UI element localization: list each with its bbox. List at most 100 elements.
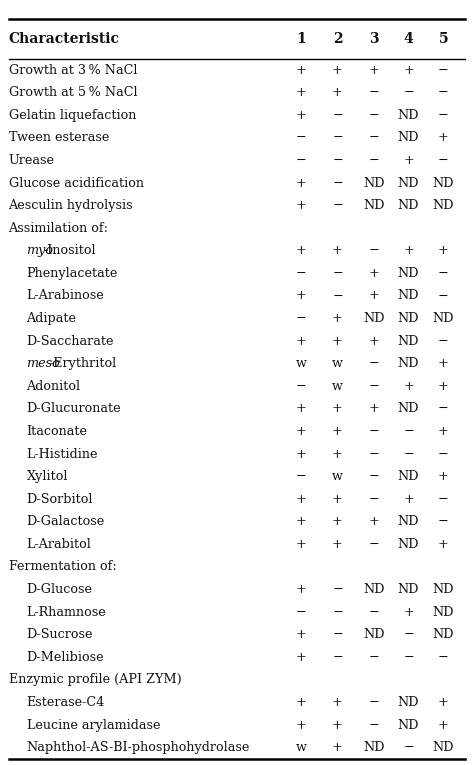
- Text: Leucine arylamidase: Leucine arylamidase: [27, 718, 160, 731]
- Text: Growth at 3 % NaCl: Growth at 3 % NaCl: [9, 63, 137, 76]
- Text: +: +: [438, 379, 448, 392]
- Text: +: +: [332, 312, 343, 325]
- Text: +: +: [403, 606, 414, 619]
- Text: +: +: [296, 63, 306, 76]
- Text: +: +: [438, 425, 448, 438]
- Text: −: −: [438, 402, 448, 415]
- Text: myo: myo: [27, 244, 54, 257]
- Text: −: −: [369, 718, 379, 731]
- Text: +: +: [438, 357, 448, 370]
- Text: −: −: [332, 289, 343, 302]
- Text: 4: 4: [404, 32, 413, 46]
- Text: −: −: [369, 425, 379, 438]
- Text: −: −: [438, 651, 448, 664]
- Text: −: −: [296, 312, 306, 325]
- Text: +: +: [369, 334, 379, 347]
- Text: ND: ND: [432, 583, 454, 596]
- Text: −: −: [438, 154, 448, 167]
- Text: w: w: [332, 379, 343, 392]
- Text: ND: ND: [398, 334, 419, 347]
- Text: −: −: [438, 267, 448, 280]
- Text: Fermentation of:: Fermentation of:: [9, 561, 116, 574]
- Text: ND: ND: [398, 312, 419, 325]
- Text: D-Galactose: D-Galactose: [27, 516, 105, 529]
- Text: +: +: [296, 199, 306, 212]
- Text: +: +: [296, 538, 306, 551]
- Text: D-Melibiose: D-Melibiose: [27, 651, 104, 664]
- Text: Enzymic profile (API ZYM): Enzymic profile (API ZYM): [9, 673, 181, 686]
- Text: Naphthol-AS-BI-phosphohydrolase: Naphthol-AS-BI-phosphohydrolase: [27, 741, 250, 754]
- Text: +: +: [296, 109, 306, 122]
- Text: +: +: [438, 132, 448, 145]
- Text: +: +: [296, 86, 306, 99]
- Text: −: −: [369, 696, 379, 709]
- Text: +: +: [332, 493, 343, 506]
- Text: −: −: [438, 493, 448, 506]
- Text: −: −: [438, 334, 448, 347]
- Text: +: +: [332, 86, 343, 99]
- Text: ND: ND: [398, 132, 419, 145]
- Text: ND: ND: [363, 741, 385, 754]
- Text: +: +: [438, 244, 448, 257]
- Text: Growth at 5 % NaCl: Growth at 5 % NaCl: [9, 86, 137, 99]
- Text: Phenylacetate: Phenylacetate: [27, 267, 118, 280]
- Text: −: −: [332, 132, 343, 145]
- Text: −: −: [332, 154, 343, 167]
- Text: +: +: [332, 63, 343, 76]
- Text: −: −: [296, 470, 306, 483]
- Text: +: +: [438, 718, 448, 731]
- Text: L-Histidine: L-Histidine: [27, 448, 98, 461]
- Text: +: +: [332, 696, 343, 709]
- Text: −: −: [369, 470, 379, 483]
- Text: +: +: [296, 651, 306, 664]
- Text: D-Saccharate: D-Saccharate: [27, 334, 114, 347]
- Text: +: +: [369, 63, 379, 76]
- Text: −: −: [296, 267, 306, 280]
- Text: −: −: [296, 379, 306, 392]
- Text: −: −: [438, 448, 448, 461]
- Text: ND: ND: [398, 357, 419, 370]
- Text: Itaconate: Itaconate: [27, 425, 88, 438]
- Text: ND: ND: [398, 583, 419, 596]
- Text: ND: ND: [398, 289, 419, 302]
- Text: −: −: [369, 357, 379, 370]
- Text: −: −: [369, 244, 379, 257]
- Text: +: +: [296, 493, 306, 506]
- Text: ND: ND: [432, 628, 454, 641]
- Text: +: +: [332, 402, 343, 415]
- Text: −: −: [403, 448, 414, 461]
- Text: −: −: [369, 379, 379, 392]
- Text: −: −: [403, 741, 414, 754]
- Text: −: −: [369, 86, 379, 99]
- Text: ND: ND: [432, 177, 454, 190]
- Text: −: −: [332, 583, 343, 596]
- Text: +: +: [332, 425, 343, 438]
- Text: +: +: [332, 516, 343, 529]
- Text: Adonitol: Adonitol: [27, 379, 81, 392]
- Text: L-Arabitol: L-Arabitol: [27, 538, 91, 551]
- Text: 2: 2: [333, 32, 342, 46]
- Text: Esterase-C4: Esterase-C4: [27, 696, 105, 709]
- Text: +: +: [296, 334, 306, 347]
- Text: +: +: [332, 538, 343, 551]
- Text: ND: ND: [398, 109, 419, 122]
- Text: L-Rhamnose: L-Rhamnose: [27, 606, 106, 619]
- Text: +: +: [296, 516, 306, 529]
- Text: Glucose acidification: Glucose acidification: [9, 177, 144, 190]
- Text: +: +: [369, 516, 379, 529]
- Text: D-Glucuronate: D-Glucuronate: [27, 402, 121, 415]
- Text: +: +: [296, 289, 306, 302]
- Text: +: +: [403, 379, 414, 392]
- Text: −: −: [369, 493, 379, 506]
- Text: ND: ND: [398, 199, 419, 212]
- Text: +: +: [296, 244, 306, 257]
- Text: +: +: [332, 741, 343, 754]
- Text: −: −: [369, 109, 379, 122]
- Text: ND: ND: [363, 583, 385, 596]
- Text: Urease: Urease: [9, 154, 55, 167]
- Text: +: +: [296, 448, 306, 461]
- Text: +: +: [332, 448, 343, 461]
- Text: D-Sucrose: D-Sucrose: [27, 628, 93, 641]
- Text: −: −: [332, 177, 343, 190]
- Text: ND: ND: [398, 538, 419, 551]
